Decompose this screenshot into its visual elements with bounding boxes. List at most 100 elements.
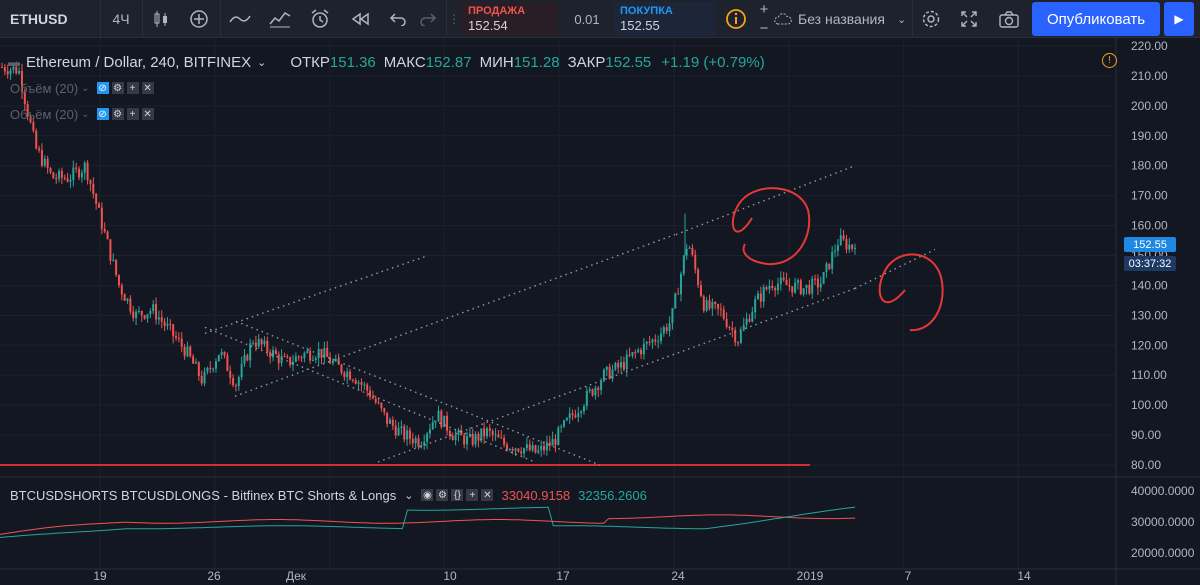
candle-body	[32, 122, 35, 131]
info-icon[interactable]	[722, 0, 750, 38]
candle-body	[294, 356, 297, 362]
gear-icon[interactable]: ⚙	[111, 82, 124, 94]
candle-body	[246, 355, 249, 361]
chevron-down-icon[interactable]: ⌄	[81, 82, 90, 94]
candle-body	[451, 436, 454, 441]
symbol-legend: ▬ Ethereum / Dollar, 240, BITFINEX ⌄ ОТК…	[8, 52, 765, 72]
candle-body	[329, 356, 332, 364]
price-tick-label: 180.00	[1131, 159, 1168, 173]
candle-body	[18, 70, 21, 74]
play-icon[interactable]: ▶	[1164, 2, 1194, 36]
candle-body	[397, 427, 400, 436]
candle-body	[417, 438, 420, 447]
candle-body	[229, 371, 232, 379]
close-icon[interactable]: ✕	[481, 489, 494, 501]
add-icon[interactable]: +	[126, 108, 139, 120]
symbol-search[interactable]: ETHUSD	[10, 11, 68, 27]
candle-body	[759, 293, 762, 302]
volume-indicator-row[interactable]: Объём (20) ⌄ ⊘ ⚙ + ✕	[10, 79, 154, 97]
candle-body	[437, 410, 440, 422]
candle-body	[223, 352, 226, 356]
sell-price: 152.54	[468, 18, 508, 33]
candle-body	[819, 283, 822, 288]
candle-body	[466, 436, 469, 445]
candle-body	[774, 287, 777, 291]
trend-channel-line	[854, 248, 936, 290]
btc-indicator-legend[interactable]: BTCUSDSHORTS BTCUSDLONGS - Bitfinex BTC …	[10, 486, 647, 504]
time-tick-label: 14	[1017, 569, 1031, 583]
candle-body	[423, 441, 426, 446]
candle-body	[180, 338, 183, 347]
candle-body	[545, 442, 548, 451]
chart-canvas[interactable]: 220.00 210.00 200.00 190.00 180.00 170.00 160.…	[0, 38, 1200, 585]
annotation-circle	[878, 253, 944, 332]
interval-selector[interactable]: 4Ч	[112, 11, 130, 27]
candles-icon[interactable]	[146, 0, 176, 38]
high-value: 152.87	[425, 53, 472, 71]
chevron-down-icon: ⌄	[896, 13, 907, 26]
candle-body	[252, 342, 255, 344]
candle-body	[785, 280, 788, 286]
eye-icon[interactable]: ◉	[421, 489, 434, 501]
candle-body	[357, 382, 360, 384]
candle-body	[640, 349, 643, 355]
candle-body	[334, 358, 337, 362]
add-indicator-icon[interactable]	[184, 0, 214, 38]
candle-body	[808, 284, 811, 294]
minus-icon[interactable]: −	[759, 20, 769, 37]
add-icon[interactable]: +	[126, 82, 139, 94]
candle-body	[360, 382, 363, 385]
candle-body	[112, 259, 115, 261]
replay-icon[interactable]	[344, 0, 376, 38]
close-icon[interactable]: ✕	[141, 82, 154, 94]
gear-icon[interactable]: ⚙	[436, 489, 449, 501]
candle-body	[617, 362, 620, 368]
candle-body	[95, 193, 98, 204]
settings-icon[interactable]	[916, 0, 946, 38]
candle-body	[742, 324, 745, 331]
candle-body	[92, 183, 95, 194]
warning-icon[interactable]: !	[1102, 53, 1117, 68]
sell-button[interactable]: ПРОДАЖА 152.54	[462, 2, 558, 36]
fullscreen-icon[interactable]	[954, 0, 984, 38]
add-icon[interactable]: +	[466, 489, 479, 501]
compare-icon[interactable]	[264, 0, 296, 38]
redo-icon[interactable]	[414, 0, 442, 38]
camera-icon[interactable]	[994, 0, 1024, 38]
layout-selector[interactable]: Без названия ⌄	[774, 0, 914, 38]
buy-button[interactable]: ПОКУПКА 152.55	[614, 2, 716, 36]
time-tick-label: 19	[93, 569, 107, 583]
legend-chevron-icon[interactable]: ⌄	[257, 56, 267, 69]
candle-body	[600, 381, 603, 391]
candle-body	[426, 433, 429, 442]
gear-icon[interactable]: ⚙	[111, 108, 124, 120]
candle-body	[3, 67, 6, 72]
candle-body	[383, 408, 386, 413]
close-icon[interactable]: ✕	[141, 108, 154, 120]
legend-title[interactable]: Ethereum / Dollar, 240, BITFINEX	[26, 53, 252, 71]
candle-body	[52, 172, 55, 179]
volume-indicator-row[interactable]: Объём (20) ⌄ ⊘ ⚙ + ✕	[10, 105, 154, 123]
chevron-down-icon[interactable]: ⌄	[81, 108, 90, 120]
plus-icon[interactable]: +	[759, 1, 769, 18]
line-tool-icon[interactable]	[224, 0, 256, 38]
candle-body	[155, 304, 158, 320]
chevron-down-icon[interactable]: ⌄	[404, 489, 414, 502]
candle-body	[745, 318, 748, 325]
alert-icon[interactable]	[304, 0, 336, 38]
undo-icon[interactable]	[384, 0, 412, 38]
trend-channel-line	[377, 287, 856, 463]
btc-indicator-title: BTCUSDSHORTS BTCUSDLONGS - Bitfinex BTC …	[10, 487, 397, 503]
candle-body	[120, 285, 123, 295]
collapse-icon[interactable]: ▬	[8, 55, 20, 69]
publish-button[interactable]: Опубликовать	[1032, 2, 1160, 36]
spread-value: 0.01	[574, 11, 600, 27]
candle-body	[46, 158, 49, 169]
candle-body	[631, 352, 634, 356]
candle-body	[38, 148, 41, 151]
eye-off-icon[interactable]: ⊘	[96, 108, 109, 120]
eye-off-icon[interactable]: ⊘	[96, 82, 109, 94]
braces-icon[interactable]: {}	[451, 489, 464, 501]
candle-body	[109, 239, 112, 261]
drag-handle-icon[interactable]: ⋮	[448, 12, 460, 26]
